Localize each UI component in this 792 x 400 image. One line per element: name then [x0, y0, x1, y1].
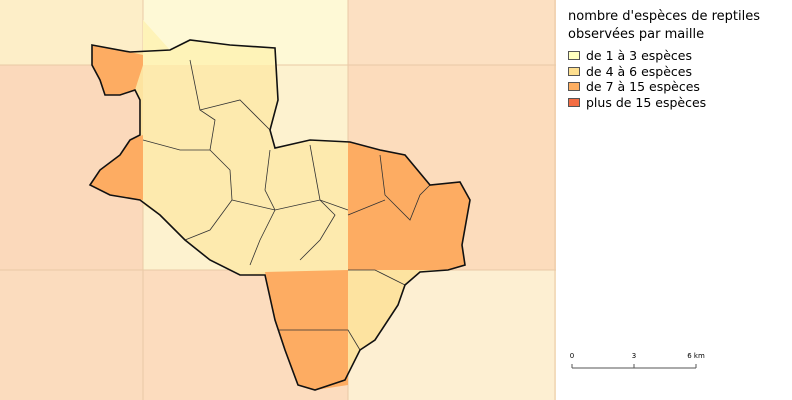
territory — [88, 20, 471, 391]
scale-label: 6 km — [687, 352, 705, 360]
legend-label: de 1 à 3 espèces — [586, 48, 692, 63]
legend-item: de 1 à 3 espèces — [568, 48, 706, 64]
legend-item: plus de 15 espèces — [568, 95, 706, 111]
legend-item: de 7 à 15 espèces — [568, 79, 706, 95]
legend-label: de 4 à 6 espèces — [586, 63, 692, 79]
map — [0, 0, 556, 400]
scale-label: 0 — [570, 352, 574, 360]
legend: de 1 à 3 espèces de 4 à 6 espèces de 7 à 1… — [568, 48, 706, 110]
legend-swatch — [568, 66, 580, 76]
legend-item: de 4 à 6 espèces — [568, 64, 706, 80]
legend-swatch — [568, 82, 580, 92]
legend-label: de 7 à 15 espèces — [586, 79, 700, 94]
scale-label: 3 — [632, 352, 636, 360]
legend-label: plus de 15 espèces — [586, 94, 707, 110]
scale-bar: 0 3 6 km — [570, 352, 705, 369]
legend-title: nombre d'espèces de reptiles observées p… — [568, 9, 760, 42]
legend-swatch — [568, 51, 580, 61]
legend-swatch — [568, 97, 580, 107]
